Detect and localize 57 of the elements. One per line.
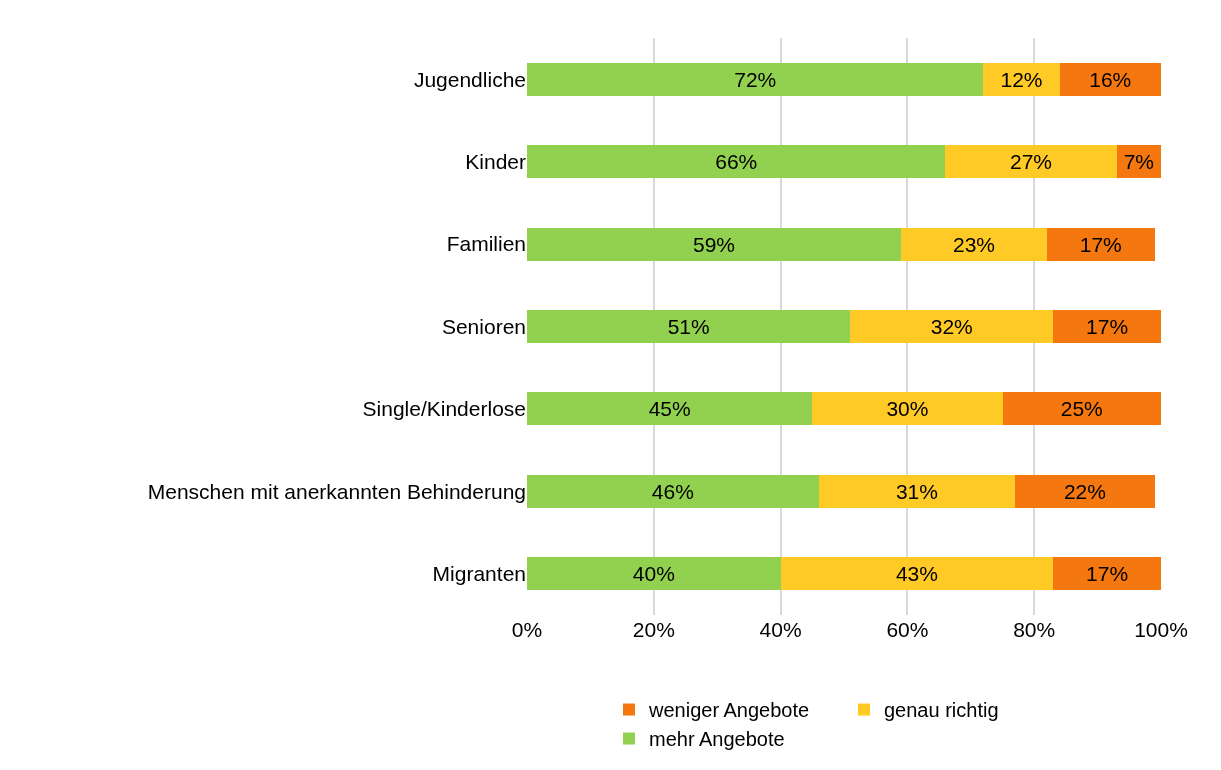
data-label: 12% — [1000, 67, 1043, 91]
data-label: 25% — [1060, 397, 1103, 421]
bar — [1053, 310, 1161, 343]
x-tick-label: 60% — [886, 618, 929, 641]
data-label: 51% — [667, 315, 710, 338]
x-tick-label: 40% — [759, 618, 802, 641]
bar — [812, 392, 1003, 426]
bar — [850, 310, 1054, 343]
data-label: 17% — [1079, 232, 1122, 256]
x-tick-label: 100% — [1134, 618, 1188, 641]
data-label: 43% — [895, 562, 938, 586]
data-label: 31% — [895, 479, 938, 503]
data-label: 17% — [1086, 562, 1129, 586]
data-label: 40% — [632, 562, 675, 586]
bar — [780, 557, 1054, 591]
bar — [527, 145, 946, 179]
bar — [527, 227, 902, 261]
data-label: 32% — [930, 315, 973, 338]
y-tick-label: Single/Kinderlose — [362, 397, 526, 421]
y-tick-label: Senioren — [441, 314, 526, 338]
data-label: 30% — [886, 397, 929, 421]
legend-label: mehr Angebote — [649, 728, 785, 751]
bar — [527, 62, 984, 96]
y-tick-label: Menschen mit anerkannten Behinderung — [147, 479, 526, 503]
data-label: 72% — [734, 67, 777, 91]
data-label: 16% — [1089, 67, 1132, 91]
data-label: 66% — [715, 150, 758, 174]
data-label: 7% — [1123, 150, 1154, 174]
bar — [1002, 392, 1161, 426]
x-tick-label: 80% — [1013, 618, 1056, 641]
bar — [945, 145, 1117, 179]
bar — [983, 62, 1060, 96]
bar — [527, 310, 851, 343]
bar — [901, 227, 1047, 261]
data-label: 27% — [1010, 150, 1053, 174]
y-tick-label: Jugendliche — [413, 67, 526, 91]
data-label: 59% — [693, 232, 736, 256]
data-label: 17% — [1086, 315, 1129, 338]
y-tick-label: Kinder — [465, 149, 527, 173]
y-tick-label: Familien — [446, 232, 526, 256]
bar — [1046, 227, 1155, 261]
data-label: 22% — [1063, 479, 1106, 503]
y-tick-label: Migranten — [432, 562, 526, 586]
x-tick-label: 20% — [632, 618, 675, 641]
bar — [1015, 474, 1155, 508]
data-label: 45% — [648, 397, 691, 421]
bar — [1059, 62, 1161, 96]
bar — [1053, 557, 1161, 591]
bar — [527, 557, 781, 591]
bar — [818, 474, 1016, 508]
legend-label: weniger Angebote — [648, 699, 810, 722]
bar — [527, 474, 819, 508]
data-label: 46% — [651, 479, 694, 503]
x-tick-label: 0% — [511, 618, 543, 641]
data-label: 23% — [952, 232, 995, 256]
bar — [527, 392, 813, 426]
legend-label: genau richtig — [884, 699, 999, 722]
